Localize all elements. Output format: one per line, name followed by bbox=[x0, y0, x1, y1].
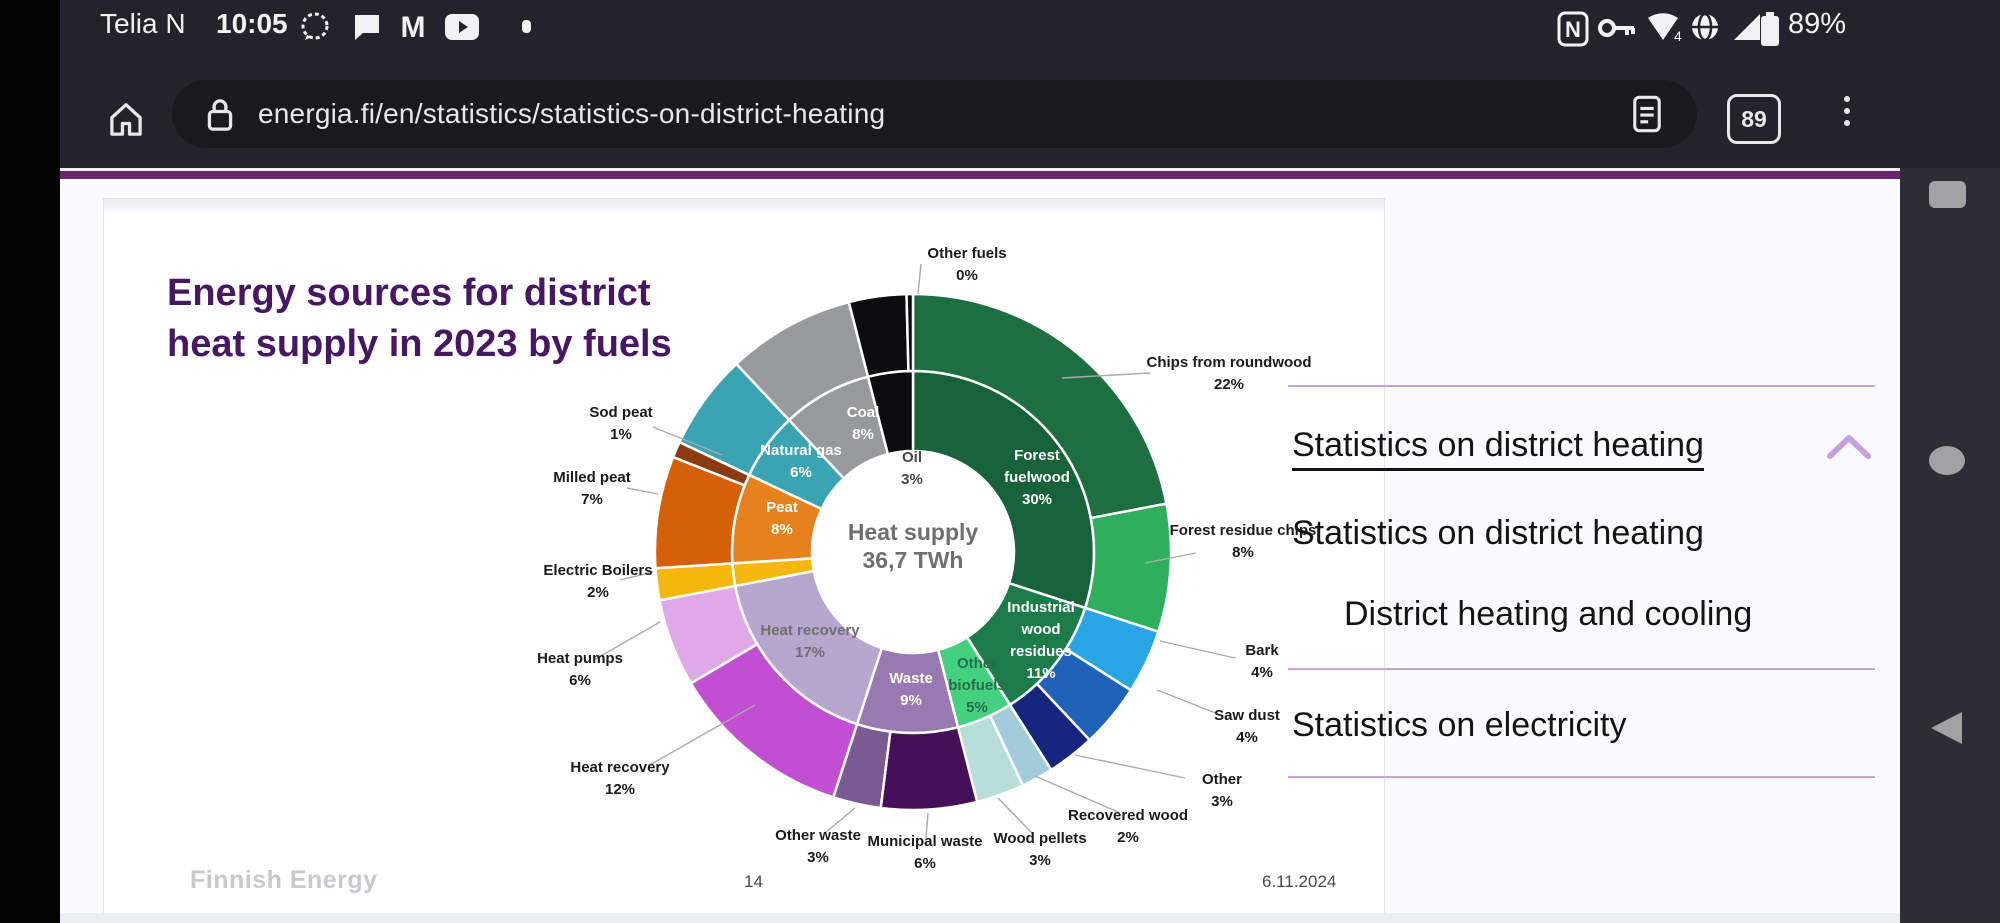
link-district-heating-and-cooling[interactable]: District heating and cooling bbox=[1344, 595, 1753, 633]
url-bar[interactable] bbox=[172, 80, 1697, 148]
battery-percent: 89% bbox=[1788, 8, 1847, 40]
home-button[interactable] bbox=[1929, 446, 1965, 475]
clock: 10:05 bbox=[216, 8, 288, 39]
chevron-up-icon[interactable] bbox=[1824, 430, 1874, 464]
vpn-key-icon bbox=[1598, 19, 1635, 37]
accordion-divider bbox=[1288, 385, 1875, 387]
mic-dot-icon bbox=[522, 20, 531, 33]
svg-text:4: 4 bbox=[1674, 28, 1682, 44]
battery-icon bbox=[1761, 12, 1779, 46]
reader-mode-icon[interactable] bbox=[1628, 94, 1666, 134]
nfc-icon: N bbox=[1557, 11, 1589, 47]
link-statistics-on-electricity[interactable]: Statistics on electricity bbox=[1292, 706, 1627, 744]
display-cutout-strip bbox=[0, 0, 60, 923]
slide-top-strip bbox=[104, 199, 1384, 215]
accordion-divider bbox=[1288, 776, 1875, 778]
android-navbar bbox=[1900, 168, 2000, 923]
url-text[interactable]: energia.fi/en/statistics/statistics-on-d… bbox=[258, 98, 886, 129]
accent-line-light bbox=[60, 168, 1900, 171]
accent-line-purple bbox=[60, 171, 1900, 179]
page-bottom-strip bbox=[60, 913, 1900, 923]
gmail-icon: M bbox=[401, 11, 426, 44]
cell-signal-icon bbox=[1734, 14, 1760, 40]
youtube-icon bbox=[445, 14, 479, 40]
back-icon[interactable] bbox=[1931, 712, 1962, 744]
link-statistics-on-district-heating[interactable]: Statistics on district heating bbox=[1292, 514, 1704, 552]
tab-counter[interactable]: 89 bbox=[1727, 94, 1781, 144]
wifi-icon: 4 bbox=[1648, 13, 1682, 44]
recents-button[interactable] bbox=[1929, 181, 1966, 208]
carrier-label: Telia N bbox=[100, 8, 186, 39]
accordion-divider bbox=[1288, 668, 1875, 670]
slide-date: 6.11.2024 bbox=[1262, 872, 1337, 891]
signal-app-icon bbox=[301, 12, 329, 40]
messages-icon bbox=[355, 15, 379, 40]
slide-title: Energy sources for district heat supply … bbox=[167, 272, 672, 365]
lock-icon bbox=[207, 99, 233, 131]
brand-logo: Finnish Energy bbox=[190, 866, 378, 894]
data-globe-icon bbox=[1692, 12, 1718, 42]
svg-text:M: M bbox=[401, 11, 426, 44]
svg-text:N: N bbox=[1565, 17, 1581, 42]
slide-page-number: 14 bbox=[744, 872, 763, 891]
home-icon[interactable] bbox=[106, 100, 146, 140]
menu-icon[interactable] bbox=[1844, 96, 1850, 126]
link-statistics-on-district-heating-active[interactable]: Statistics on district heating bbox=[1292, 426, 1704, 471]
